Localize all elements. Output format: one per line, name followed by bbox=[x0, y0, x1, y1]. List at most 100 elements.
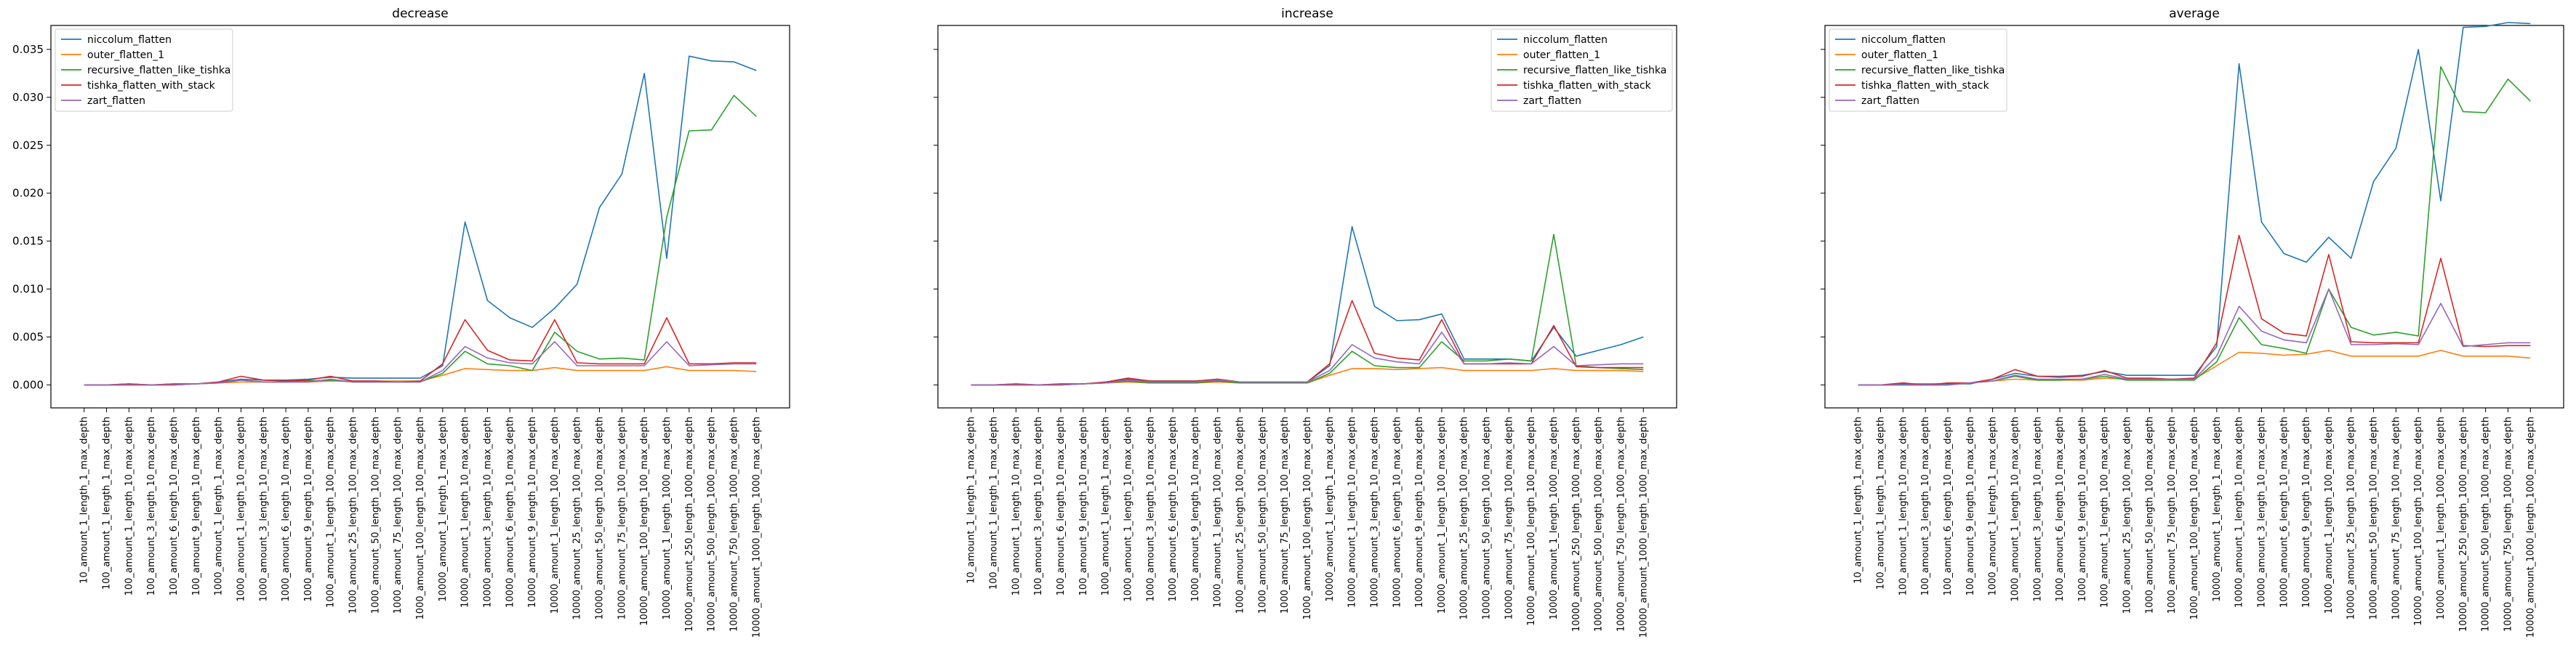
series-line-niccolum_flatten bbox=[1858, 22, 2531, 386]
x-tick-label: 1000_amount_3_length_10_max_depth bbox=[258, 417, 269, 602]
x-tick-label: 10000_amount_50_length_100_max_depth bbox=[1482, 417, 1493, 619]
x-tick-label: 1000_amount_1_length_100_max_depth bbox=[326, 417, 337, 608]
x-tick-label: 1000_amount_6_length_10_max_depth bbox=[1168, 417, 1179, 602]
x-tick-label: 100_amount_6_length_10_max_depth bbox=[169, 417, 180, 595]
x-tick-label: 1000_amount_3_length_10_max_depth bbox=[2032, 417, 2043, 602]
x-tick-label: 1000_amount_100_length_100_max_depth bbox=[2189, 417, 2200, 619]
x-tick-label: 10000_amount_500_length_1000_max_depth bbox=[1594, 417, 1605, 632]
legend-entry: niccolum_flatten bbox=[87, 34, 172, 46]
x-tick-label: 100_amount_1_length_10_max_depth bbox=[1898, 417, 1909, 595]
x-tick-label: 100_amount_1_length_10_max_depth bbox=[124, 417, 135, 595]
x-tick-label: 10000_amount_1_length_1_max_depth bbox=[2212, 417, 2223, 602]
y-tick-label: 0.005 bbox=[12, 330, 44, 343]
x-tick-label: 10000_amount_750_length_1000_max_depth bbox=[729, 417, 739, 632]
legend: niccolum_flatten outer_flatten_1 recursive… bbox=[1829, 28, 2007, 112]
legend-box bbox=[1490, 28, 1673, 112]
x-tick-label: 10000_amount_1_length_100_max_depth bbox=[550, 417, 561, 614]
chart-title: decrease bbox=[392, 7, 448, 21]
x-tick-label: 10000_amount_25_length_100_max_depth bbox=[2346, 417, 2357, 619]
x-tick-label: 10000_amount_750_length_1000_max_depth bbox=[1616, 417, 1626, 632]
x-tick-label: 1000_amount_1_length_100_max_depth bbox=[2100, 417, 2111, 608]
x-tick-label: 10000_amount_6_length_10_max_depth bbox=[2279, 417, 2290, 608]
x-tick-label: 1000_amount_1_length_1_max_depth bbox=[1101, 417, 1112, 595]
x-tick-label: 100_amount_3_length_10_max_depth bbox=[146, 417, 157, 595]
x-tick-label: 10000_amount_25_length_100_max_depth bbox=[1459, 417, 1470, 619]
x-tick-label: 1000_amount_1_length_10_max_depth bbox=[236, 417, 246, 602]
x-tick-label: 10000_amount_1_length_1000_max_depth bbox=[662, 417, 673, 619]
x-tick-label: 100_amount_3_length_10_max_depth bbox=[1920, 417, 1931, 595]
x-tick-label: 10000_amount_9_length_10_max_depth bbox=[1414, 417, 1425, 608]
legend-entry: outer_flatten_1 bbox=[87, 49, 164, 61]
x-tick-label: 10000_amount_75_length_100_max_depth bbox=[617, 417, 627, 619]
y-tick-label: 0.015 bbox=[12, 235, 44, 248]
x-tick-label: 1000_amount_1_length_100_max_depth bbox=[1213, 417, 1224, 608]
legend: niccolum_flatten outer_flatten_1 recursive… bbox=[1490, 28, 1673, 112]
x-tick-label: 1000_amount_75_length_100_max_depth bbox=[2167, 417, 2178, 614]
series-line-zart_flatten bbox=[84, 341, 757, 386]
x-tick-label: 10000_amount_1_length_1000_max_depth bbox=[2436, 417, 2447, 619]
x-tick-label: 1000_amount_100_length_100_max_depth bbox=[1302, 417, 1313, 619]
chart-increase: increase 10_amount_1_length_1_max_depth 10… bbox=[934, 7, 1677, 638]
x-tick-label: 1000_amount_6_length_10_max_depth bbox=[281, 417, 292, 602]
x-tick-label: 10_amount_1_length_1_max_depth bbox=[1853, 417, 1864, 584]
legend-entry: niccolum_flatten bbox=[1861, 34, 1946, 46]
chart-decrease: decrease 0.000 0.005 0.010 0.015 0.020 0.025 0.… bbox=[12, 7, 790, 638]
x-tick-label: 10000_amount_500_length_1000_max_depth bbox=[2481, 417, 2492, 632]
x-tick-label: 1000_amount_50_length_100_max_depth bbox=[1257, 417, 1268, 614]
x-tick-label: 1000_amount_3_length_10_max_depth bbox=[1145, 417, 1156, 602]
series-line-recursive_flatten_like_tishka bbox=[1858, 65, 2531, 386]
x-tick-label: 10000_amount_1_length_10_max_depth bbox=[2234, 417, 2245, 608]
series-line-zart_flatten bbox=[1858, 288, 2531, 386]
x-tick-label: 10000_amount_6_length_10_max_depth bbox=[1392, 417, 1403, 608]
x-tick-label: 1000_amount_25_length_100_max_depth bbox=[2122, 417, 2133, 614]
series-line-zart_flatten bbox=[971, 332, 1644, 386]
legend-entry: niccolum_flatten bbox=[1523, 34, 1608, 46]
x-tick-label: 10000_amount_100_length_100_max_depth bbox=[1526, 417, 1537, 626]
x-tick-label: 10000_amount_250_length_1000_max_depth bbox=[2458, 417, 2469, 632]
x-tick-label: 10000_amount_1000_length_1000_max_depth bbox=[751, 417, 762, 638]
legend-box bbox=[1829, 28, 2007, 112]
x-tick-label: 10000_amount_1_length_10_max_depth bbox=[1347, 417, 1358, 608]
x-tick-label: 10000_amount_25_length_100_max_depth bbox=[572, 417, 583, 619]
x-tick-label: 1000_amount_9_length_10_max_depth bbox=[2077, 417, 2088, 602]
legend-entry: zart_flatten bbox=[1523, 95, 1581, 107]
legend-box bbox=[55, 28, 233, 112]
x-tick-label: 100_amount_1_length_1_max_depth bbox=[102, 417, 113, 590]
x-tick-label: 100_amount_9_length_10_max_depth bbox=[1078, 417, 1089, 595]
x-tick-label: 10000_amount_3_length_10_max_depth bbox=[482, 417, 493, 608]
x-tick-label: 10000_amount_50_length_100_max_depth bbox=[595, 417, 606, 619]
x-tick-label: 10000_amount_50_length_100_max_depth bbox=[2369, 417, 2380, 619]
legend-entry: outer_flatten_1 bbox=[1861, 49, 1938, 61]
x-tick-label: 10000_amount_1_length_1000_max_depth bbox=[1549, 417, 1560, 619]
x-tick-label: 100_amount_1_length_10_max_depth bbox=[1011, 417, 1022, 595]
y-tick-label: 0.000 bbox=[12, 378, 44, 391]
x-tick-label: 10000_amount_3_length_10_max_depth bbox=[1369, 417, 1380, 608]
x-tick-label: 1000_amount_75_length_100_max_depth bbox=[393, 417, 404, 614]
x-tick-label: 10000_amount_9_length_10_max_depth bbox=[2301, 417, 2312, 608]
x-tick-label: 100_amount_3_length_10_max_depth bbox=[1033, 417, 1044, 595]
x-tick-label: 10000_amount_1_length_100_max_depth bbox=[1437, 417, 1448, 614]
legend-entry: recursive_flatten_like_tishka bbox=[87, 65, 230, 76]
chart-average: average 10_amount_1_length_1_max_depth 100… bbox=[1821, 7, 2564, 638]
x-tick-label: 1000_amount_1_length_1_max_depth bbox=[1988, 417, 1999, 595]
x-tick-label: 10000_amount_500_length_1000_max_depth bbox=[707, 417, 718, 632]
x-tick-label: 10_amount_1_length_1_max_depth bbox=[966, 417, 977, 584]
x-tick-label: 100_amount_1_length_1_max_depth bbox=[989, 417, 1000, 590]
legend-entry: tishka_flatten_with_stack bbox=[1523, 80, 1652, 92]
y-tick-label: 0.025 bbox=[12, 139, 44, 152]
x-tick-label: 1000_amount_75_length_100_max_depth bbox=[1280, 417, 1291, 614]
x-tick-label: 10000_amount_250_length_1000_max_depth bbox=[1571, 417, 1582, 632]
x-tick-label: 10000_amount_100_length_100_max_depth bbox=[2413, 417, 2424, 626]
x-tick-label: 100_amount_9_length_10_max_depth bbox=[191, 417, 202, 595]
x-tick-label: 10000_amount_1_length_10_max_depth bbox=[460, 417, 471, 608]
x-tick-label: 10000_amount_75_length_100_max_depth bbox=[2391, 417, 2402, 619]
legend-entry: tishka_flatten_with_stack bbox=[87, 80, 216, 92]
x-tick-label: 1000_amount_1_length_10_max_depth bbox=[1123, 417, 1133, 602]
legend-entry: recursive_flatten_like_tishka bbox=[1523, 65, 1666, 76]
legend-entry: tishka_flatten_with_stack bbox=[1861, 80, 1990, 92]
x-tick-label: 1000_amount_50_length_100_max_depth bbox=[370, 417, 381, 614]
y-tick-label: 0.010 bbox=[12, 283, 44, 296]
x-tick-label: 10_amount_1_length_1_max_depth bbox=[79, 417, 90, 584]
y-tick-label: 0.020 bbox=[12, 187, 44, 200]
x-tick-label: 10000_amount_1_length_100_max_depth bbox=[2324, 417, 2335, 614]
